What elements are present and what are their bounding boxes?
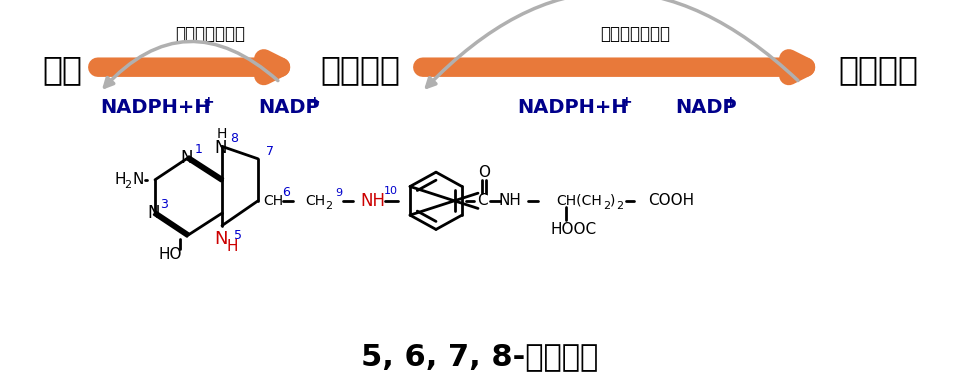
Text: COOH: COOH bbox=[648, 193, 694, 208]
Text: 2: 2 bbox=[124, 179, 132, 189]
Text: 二氢叶酸还原酶: 二氢叶酸还原酶 bbox=[175, 25, 245, 43]
Text: 3: 3 bbox=[160, 198, 168, 211]
Text: NH: NH bbox=[499, 193, 522, 208]
Text: O: O bbox=[478, 165, 490, 180]
Text: 6: 6 bbox=[283, 186, 290, 199]
Text: +: + bbox=[620, 95, 631, 109]
Text: CH: CH bbox=[263, 194, 283, 208]
Text: CH(CH: CH(CH bbox=[556, 194, 602, 208]
Text: 2: 2 bbox=[616, 201, 623, 211]
Text: 2: 2 bbox=[326, 201, 333, 211]
Text: 二氢叶酸: 二氢叶酸 bbox=[320, 54, 400, 87]
Text: 5, 6, 7, 8-四氢叶酸: 5, 6, 7, 8-四氢叶酸 bbox=[361, 342, 599, 371]
Text: 1: 1 bbox=[195, 143, 203, 156]
Text: +: + bbox=[725, 95, 737, 109]
Text: NADP: NADP bbox=[258, 98, 320, 117]
Text: HO: HO bbox=[159, 247, 182, 262]
Text: 5: 5 bbox=[234, 229, 242, 242]
Text: H: H bbox=[114, 172, 126, 187]
Text: 二氢叶酸还原酶: 二氢叶酸还原酶 bbox=[600, 25, 670, 43]
Text: N: N bbox=[214, 230, 228, 248]
Text: NADP: NADP bbox=[675, 98, 737, 117]
Text: 四氢叶酸: 四氢叶酸 bbox=[838, 54, 918, 87]
Text: CH: CH bbox=[305, 194, 325, 208]
Text: N: N bbox=[214, 139, 227, 157]
Text: +: + bbox=[203, 95, 214, 109]
Text: H: H bbox=[226, 239, 237, 254]
Text: NADPH+H: NADPH+H bbox=[100, 98, 210, 117]
Text: NH: NH bbox=[360, 192, 385, 210]
Text: N: N bbox=[133, 172, 144, 187]
Text: NADPH+H: NADPH+H bbox=[517, 98, 628, 117]
Text: C: C bbox=[477, 193, 487, 208]
Text: 9: 9 bbox=[335, 188, 342, 198]
Text: ): ) bbox=[610, 194, 615, 208]
Text: HOOC: HOOC bbox=[551, 222, 597, 237]
Text: 10: 10 bbox=[384, 186, 398, 196]
Text: H: H bbox=[217, 127, 227, 141]
Text: N: N bbox=[148, 204, 160, 222]
Text: N: N bbox=[181, 149, 193, 167]
Text: 叶酸: 叶酸 bbox=[42, 54, 82, 87]
Text: +: + bbox=[308, 95, 320, 109]
Text: 2: 2 bbox=[603, 201, 610, 211]
Text: 8: 8 bbox=[230, 132, 238, 145]
Text: 7: 7 bbox=[266, 145, 274, 158]
